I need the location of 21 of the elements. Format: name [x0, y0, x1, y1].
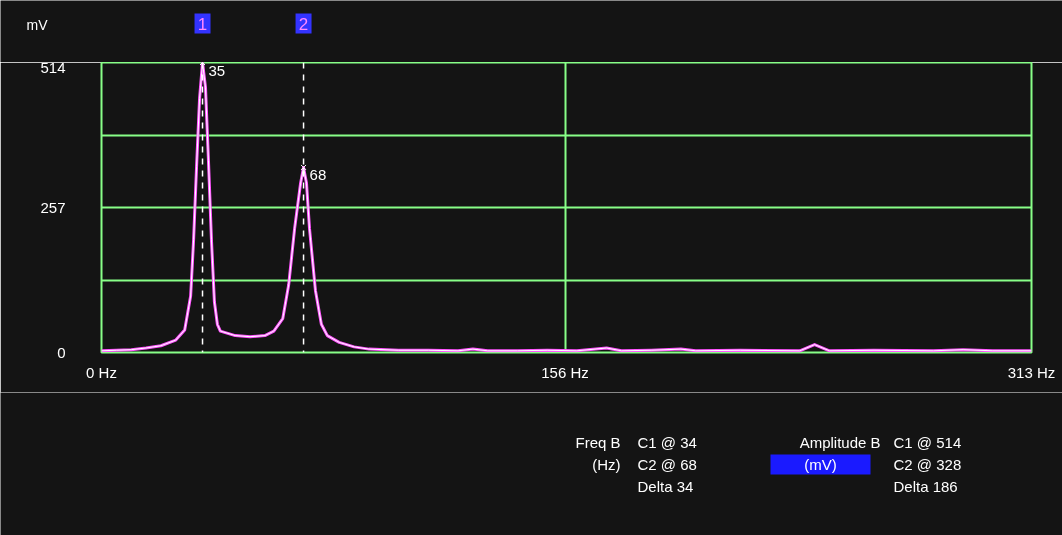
text: Amplitude B — [799, 434, 881, 451]
annotation: 35 — [208, 61, 226, 79]
y-tick-label: 514 — [40, 58, 66, 76]
y-axis-title: mV — [26, 16, 49, 33]
text: 2 — [298, 14, 309, 34]
text: C2 @ 328 — [893, 456, 962, 473]
y-tick-label: 0 — [57, 343, 66, 361]
text: C1 @ 514 — [893, 434, 962, 451]
text: Freq B — [575, 434, 621, 451]
x-tick-label: 0 Hz — [86, 363, 117, 381]
x-tick-label: 313 Hz — [1007, 363, 1056, 381]
text: C1 @ 34 — [637, 434, 697, 451]
text: Delta 186 — [893, 478, 958, 495]
text: (mV) — [804, 456, 837, 473]
text: C2 @ 68 — [637, 456, 697, 473]
text: 1 — [197, 14, 208, 34]
annotation: 68 — [309, 166, 327, 184]
x-tick-label: 156 Hz — [541, 363, 589, 381]
y-tick-label: 257 — [40, 198, 66, 216]
text: Delta 34 — [637, 478, 694, 495]
text: (Hz) — [592, 456, 621, 473]
